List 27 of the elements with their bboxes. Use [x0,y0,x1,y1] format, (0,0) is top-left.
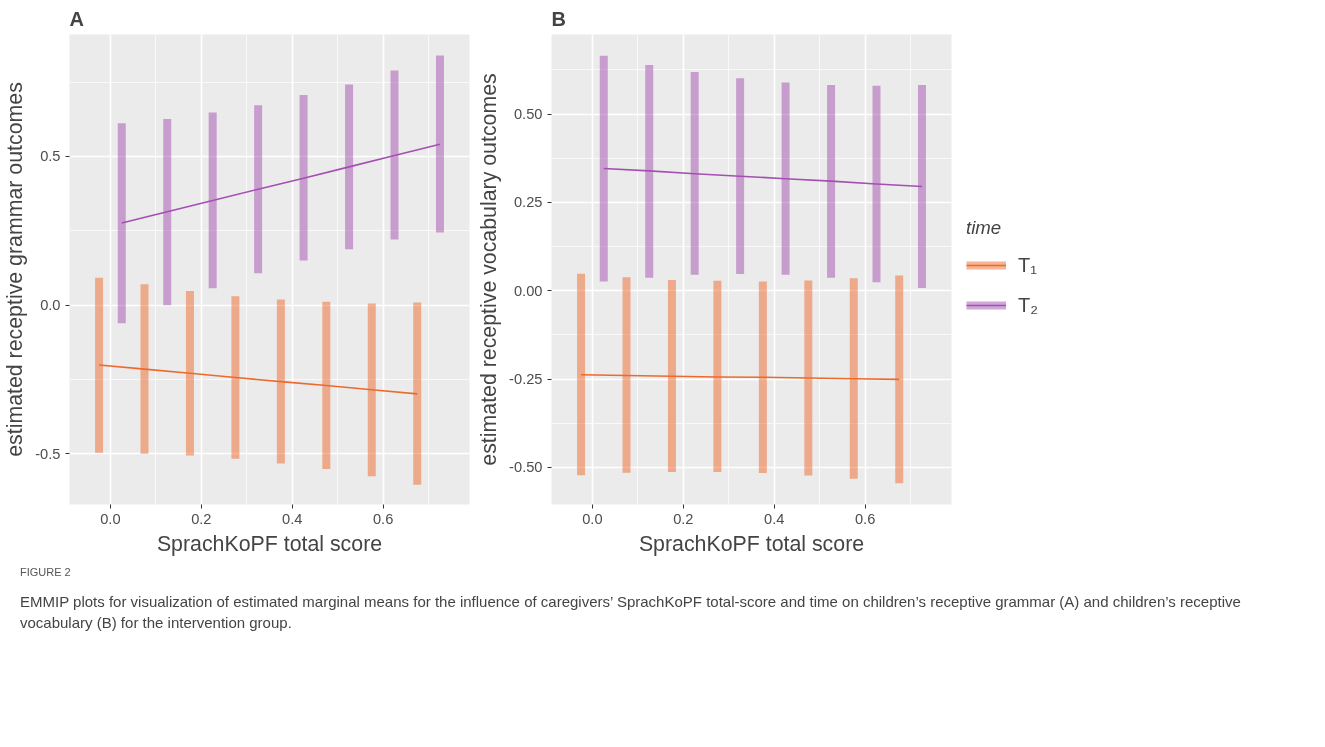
x-tick-label: 0.0 [582,510,603,527]
legend-title: time [966,217,1003,239]
text: EMMIP plots for visualization of estimated marginal means for the influence of caregivers’ SprachKoPF total-score and time on children’s receptive grammar (A) and children’s receptive vocabulary (B) for the intervention group. [20,591,1242,634]
x-tick-label: 0.6 [854,510,876,527]
y-tick-label: 0.0 [40,297,61,314]
x-tick-label: 0.2 [191,510,212,527]
caption: FIGURE 2 [20,565,71,580]
y-tick-label: -0.25 [509,371,543,388]
x-tick-label: 0.0 [100,510,121,527]
x-tick-label: 0.4 [764,510,785,527]
x-tick-label: 0.4 [282,510,303,527]
chart-title: A [69,7,84,30]
y-axis-title: estimated receptive vocabulary outcomes [477,73,502,466]
legend-label: T₂ [1018,293,1038,317]
chart-title: B [551,7,566,30]
y-tick-label: -0.5 [35,445,61,462]
y-axis-title: estimated receptive grammar outcomes [3,82,28,457]
y-tick-label: 0.5 [40,148,61,165]
legend-label: T₁ [1018,253,1038,277]
x-tick-label: 0.6 [372,510,394,527]
x-axis-title: SprachKoPF total score [638,531,865,556]
y-tick-label: 0.25 [513,194,543,211]
y-tick-label: 0.50 [513,106,543,123]
y-tick-label: 0.00 [513,282,543,299]
y-tick-label: -0.50 [509,459,543,476]
x-tick-label: 0.2 [673,510,694,527]
x-axis-title: SprachKoPF total score [156,531,383,556]
